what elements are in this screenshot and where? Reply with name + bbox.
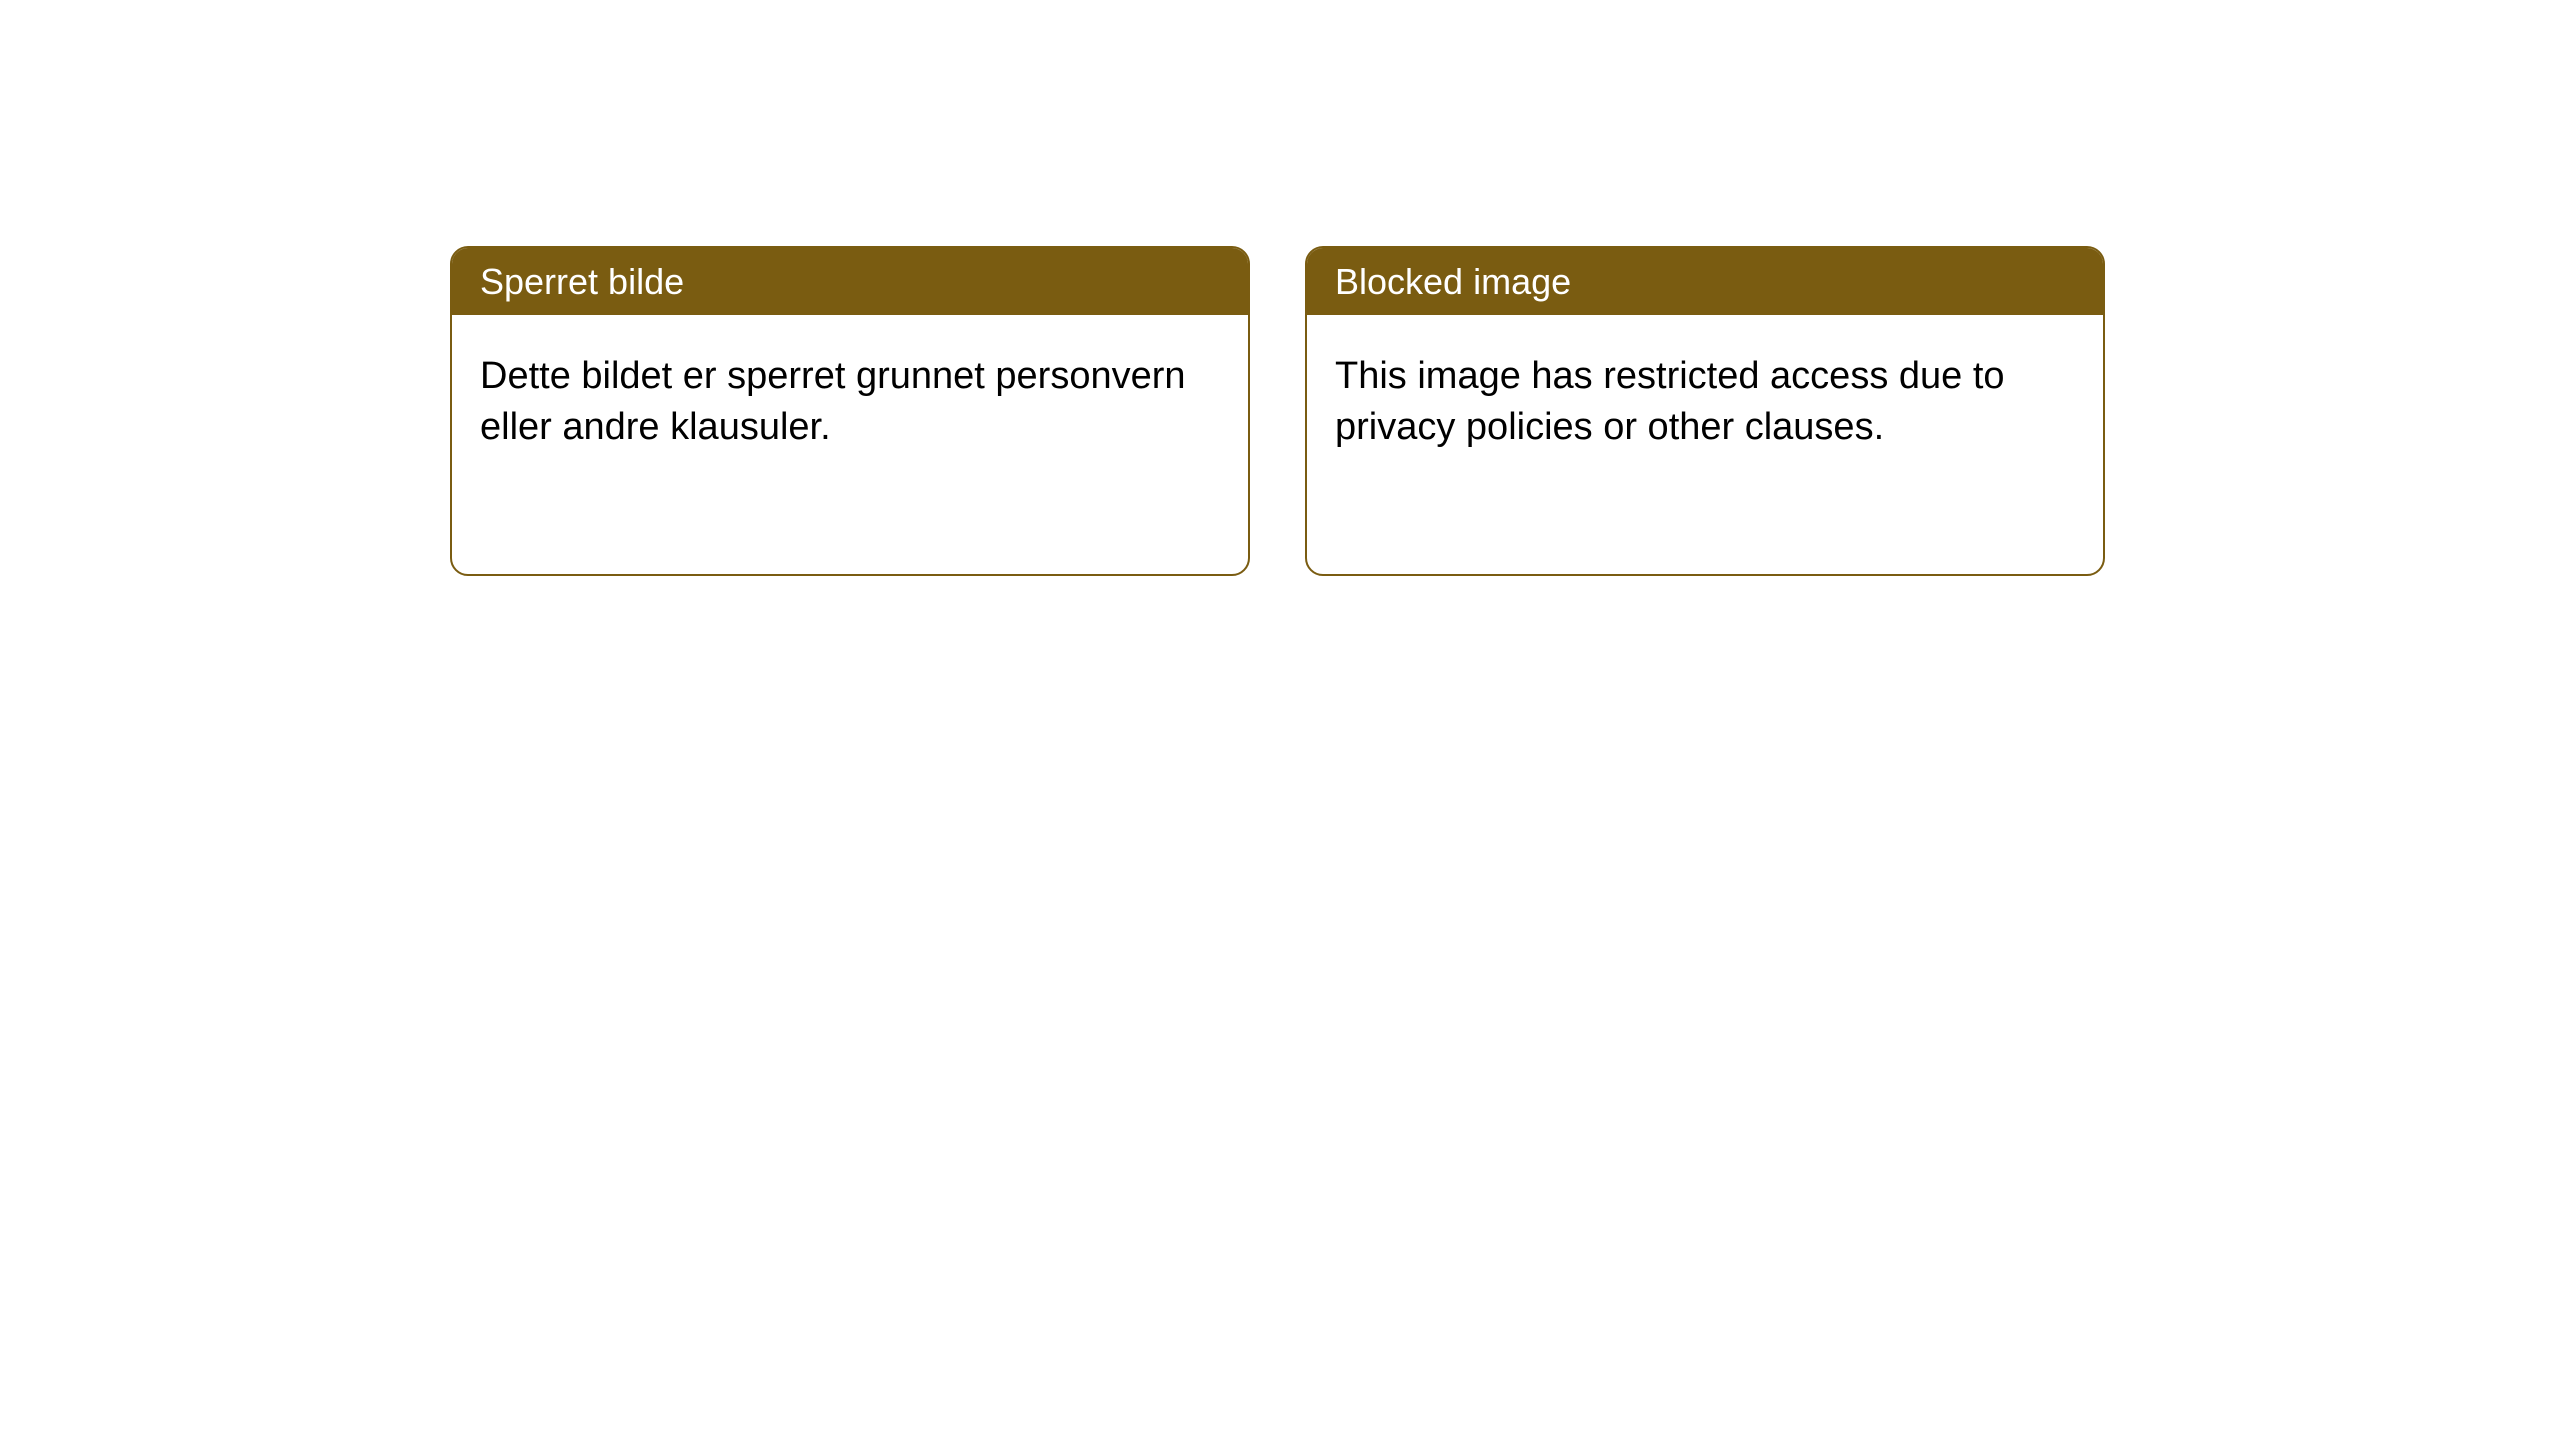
card-body: Dette bildet er sperret grunnet personve…	[452, 315, 1248, 490]
card-header: Sperret bilde	[452, 248, 1248, 315]
card-body: This image has restricted access due to …	[1307, 315, 2103, 490]
notice-container: Sperret bilde Dette bildet er sperret gr…	[450, 246, 2105, 576]
notice-card-english: Blocked image This image has restricted …	[1305, 246, 2105, 576]
notice-card-norwegian: Sperret bilde Dette bildet er sperret gr…	[450, 246, 1250, 576]
card-header: Blocked image	[1307, 248, 2103, 315]
